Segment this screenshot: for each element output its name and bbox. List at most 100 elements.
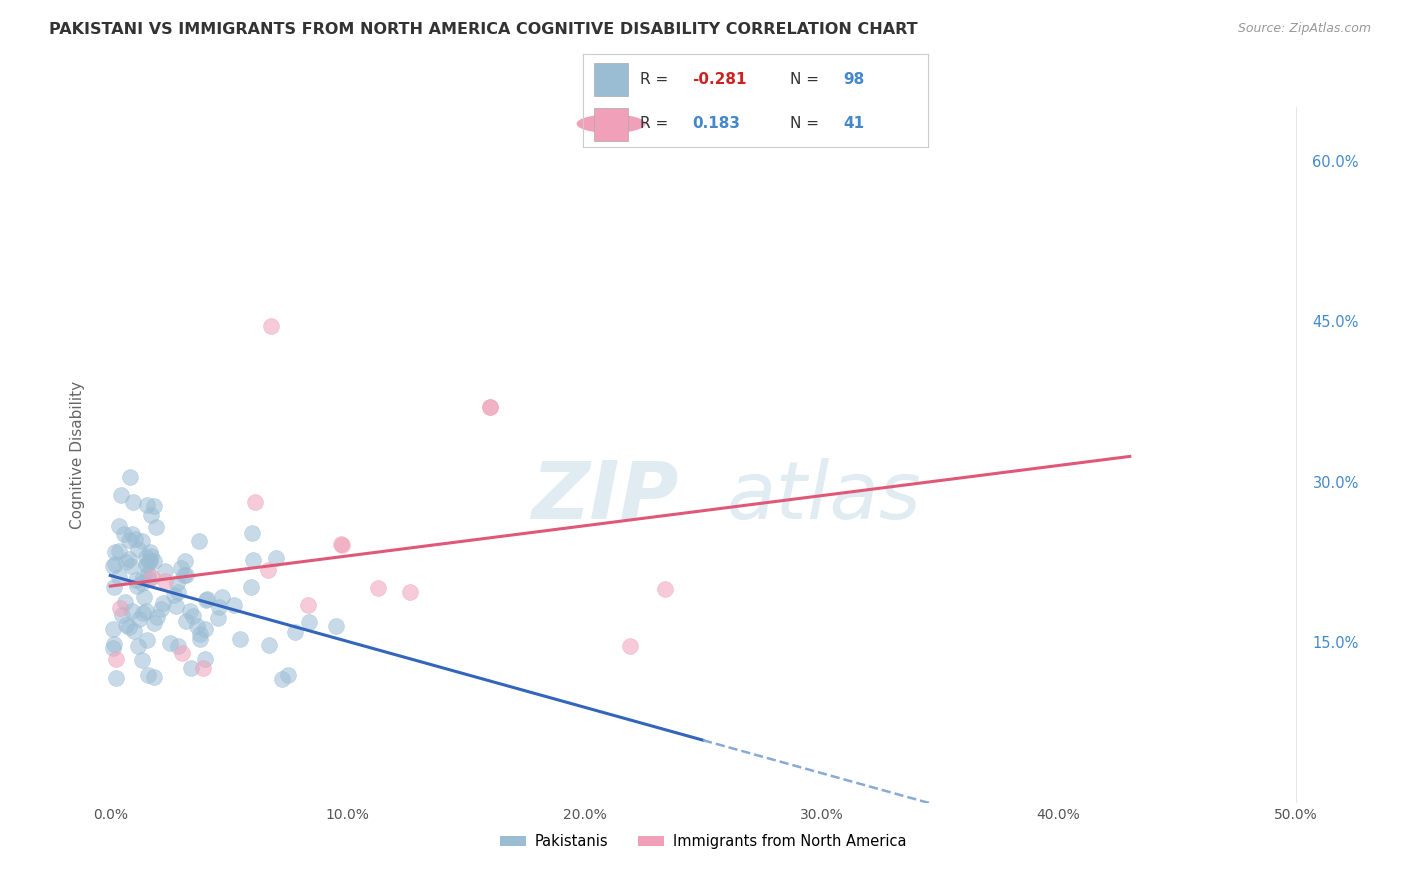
Point xyxy=(103,637,125,651)
Point xyxy=(284,625,307,640)
Point xyxy=(143,554,166,568)
Point xyxy=(134,590,156,604)
Point xyxy=(187,533,209,548)
Point xyxy=(228,632,250,646)
Point xyxy=(131,576,153,591)
Point xyxy=(141,569,163,583)
Point xyxy=(166,575,188,590)
Point xyxy=(165,599,187,613)
Point xyxy=(136,566,159,581)
Point xyxy=(325,619,347,633)
Point xyxy=(136,667,159,681)
Point xyxy=(135,558,157,572)
Point xyxy=(173,567,195,582)
Point xyxy=(179,604,201,618)
Point xyxy=(257,638,280,652)
Point xyxy=(242,525,264,540)
Point xyxy=(176,615,198,629)
Point xyxy=(122,624,145,638)
Point xyxy=(188,627,211,641)
Point xyxy=(194,622,217,636)
Point xyxy=(127,579,149,593)
Text: Source: ZipAtlas.com: Source: ZipAtlas.com xyxy=(1237,22,1371,36)
Point xyxy=(120,470,142,484)
Point xyxy=(222,599,245,613)
Point xyxy=(107,570,129,584)
Point xyxy=(188,632,211,647)
Point xyxy=(167,639,190,653)
Point xyxy=(478,400,501,414)
Point xyxy=(104,652,127,666)
Point xyxy=(138,554,160,568)
Circle shape xyxy=(576,114,645,133)
Point xyxy=(153,565,176,579)
Point xyxy=(118,552,141,566)
Point xyxy=(121,604,143,618)
Point xyxy=(207,610,229,624)
Point xyxy=(143,616,166,631)
Point xyxy=(399,585,422,599)
Point xyxy=(124,533,146,547)
Point xyxy=(193,661,215,675)
Point xyxy=(181,608,204,623)
Text: N =: N = xyxy=(790,116,824,131)
Point xyxy=(264,551,287,566)
Text: 0.183: 0.183 xyxy=(692,116,740,131)
Point xyxy=(101,641,124,656)
Text: R =: R = xyxy=(640,71,673,87)
Text: PAKISTANI VS IMMIGRANTS FROM NORTH AMERICA COGNITIVE DISABILITY CORRELATION CHAR: PAKISTANI VS IMMIGRANTS FROM NORTH AMERI… xyxy=(49,22,918,37)
Point xyxy=(211,590,233,604)
Point xyxy=(127,640,149,654)
Point xyxy=(329,537,352,551)
Point xyxy=(120,559,142,574)
Point xyxy=(141,549,163,563)
Point xyxy=(239,581,262,595)
Point xyxy=(136,499,159,513)
Point xyxy=(114,594,136,608)
Text: -0.281: -0.281 xyxy=(692,71,747,87)
Point xyxy=(108,600,131,615)
Point xyxy=(174,568,197,582)
Point xyxy=(194,652,217,666)
Point xyxy=(103,580,125,594)
Point xyxy=(297,598,319,612)
Point xyxy=(163,588,186,602)
Point xyxy=(174,554,197,568)
Point xyxy=(138,545,160,559)
Point xyxy=(170,561,193,575)
Point xyxy=(128,612,150,626)
Point xyxy=(166,585,188,599)
Point xyxy=(654,582,676,596)
Point xyxy=(271,672,294,686)
Point xyxy=(112,527,135,541)
Point xyxy=(101,558,124,573)
Point xyxy=(121,495,143,509)
Point xyxy=(478,400,501,414)
Point xyxy=(152,596,174,610)
Point xyxy=(146,609,169,624)
Point xyxy=(143,670,166,684)
Point xyxy=(138,573,160,587)
Point xyxy=(110,488,132,502)
Point xyxy=(139,554,162,568)
Point xyxy=(115,618,138,632)
Point xyxy=(118,619,141,633)
Point xyxy=(145,519,167,533)
Point xyxy=(298,615,321,629)
Bar xyxy=(593,108,628,141)
Point xyxy=(172,647,194,661)
Point xyxy=(153,574,176,588)
Text: 41: 41 xyxy=(844,116,865,131)
Point xyxy=(131,533,153,548)
Text: atlas: atlas xyxy=(727,458,922,536)
Point xyxy=(131,652,153,666)
Point xyxy=(242,552,264,566)
Point xyxy=(257,563,280,577)
Point xyxy=(121,526,143,541)
Point xyxy=(141,508,163,522)
Text: ZIP: ZIP xyxy=(531,458,679,536)
Point xyxy=(111,607,134,622)
Point xyxy=(105,671,128,685)
Y-axis label: Cognitive Disability: Cognitive Disability xyxy=(69,381,84,529)
Bar xyxy=(593,63,628,95)
